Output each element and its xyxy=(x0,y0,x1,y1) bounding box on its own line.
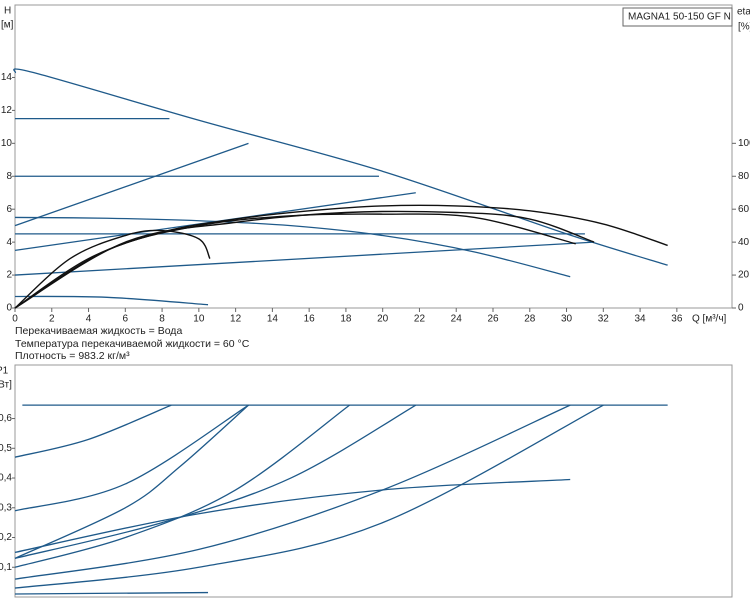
y2-tick-label: 40 xyxy=(738,237,750,248)
x-tick-label: 16 xyxy=(304,314,316,325)
curve xyxy=(14,404,571,580)
curve xyxy=(14,404,604,589)
y2-tick-label: 100 xyxy=(738,138,750,149)
x-tick-label: 28 xyxy=(524,314,536,325)
y2-tick-label: 80 xyxy=(738,171,750,182)
x-tick-label: 12 xyxy=(230,314,242,325)
x-tick-label: 4 xyxy=(86,314,92,325)
y2-tick-label: 20 xyxy=(738,270,750,281)
y2-tick-label: 60 xyxy=(738,204,750,215)
x-tick-label: 20 xyxy=(377,314,389,325)
curve xyxy=(14,295,209,306)
y-label: H xyxy=(4,6,11,17)
x-tick-label: 26 xyxy=(487,314,499,325)
y-tick-label: 10 xyxy=(1,138,13,149)
curve xyxy=(14,216,571,278)
y-tick-label: 6 xyxy=(6,204,12,215)
y-label: P1 xyxy=(0,366,9,377)
y2-label: eta xyxy=(737,7,750,18)
y2-tick-label: 0 xyxy=(738,303,744,314)
y-tick-label: 4 xyxy=(6,237,12,248)
x-tick-label: 34 xyxy=(635,314,647,325)
x-tick-label: 8 xyxy=(159,314,165,325)
y-tick-label: 14 xyxy=(1,72,13,83)
curve xyxy=(14,404,172,458)
y-tick-label: 0,4 xyxy=(0,473,12,484)
x-tick-label: 14 xyxy=(267,314,279,325)
x-label: Q [м³/ч] xyxy=(692,314,727,325)
note: Плотность = 983.2 кг/м³ xyxy=(15,350,130,362)
y-tick-label: 8 xyxy=(6,171,12,182)
y-tick-label: 0,3 xyxy=(0,502,12,513)
x-tick-label: 30 xyxy=(561,314,573,325)
x-tick-label: 22 xyxy=(414,314,426,325)
curve xyxy=(14,591,209,595)
curve xyxy=(14,478,571,554)
x-tick-label: 36 xyxy=(671,314,683,325)
y-tick-label: 0,6 xyxy=(0,413,12,424)
y-unit: [кВт] xyxy=(0,380,12,391)
curve xyxy=(14,404,249,559)
y-tick-label: 0,2 xyxy=(0,532,12,543)
x-tick-label: 10 xyxy=(193,314,205,325)
title-box xyxy=(622,7,733,27)
curve xyxy=(14,404,249,512)
curve xyxy=(14,142,249,227)
note: Перекачиваемая жидкость = Вода xyxy=(15,325,182,337)
y-unit: [м] xyxy=(1,20,14,31)
x-tick-label: 0 xyxy=(12,314,18,325)
curve xyxy=(14,229,211,309)
curve xyxy=(14,404,417,559)
y-tick-label: 2 xyxy=(6,270,12,281)
top-plot-frame xyxy=(14,4,733,309)
bottom-plot-frame xyxy=(14,364,733,598)
x-tick-label: 32 xyxy=(598,314,610,325)
y2-unit: [%] xyxy=(738,22,750,33)
x-tick-label: 2 xyxy=(49,314,55,325)
y-tick-label: 12 xyxy=(1,105,13,116)
x-tick-label: 18 xyxy=(340,314,352,325)
x-tick-label: 6 xyxy=(123,314,129,325)
curve xyxy=(14,241,595,276)
curve xyxy=(14,210,595,309)
chart-title: MAGNA1 50-150 GF N xyxy=(628,12,731,23)
curve xyxy=(14,404,350,568)
y-tick-label: 0 xyxy=(6,303,12,314)
curve xyxy=(13,68,668,266)
note: Температура перекачиваемой жидкости = 60… xyxy=(15,338,250,350)
x-tick-label: 24 xyxy=(451,314,463,325)
y-tick-label: 0,5 xyxy=(0,443,12,454)
y-tick-label: 0,1 xyxy=(0,562,12,573)
